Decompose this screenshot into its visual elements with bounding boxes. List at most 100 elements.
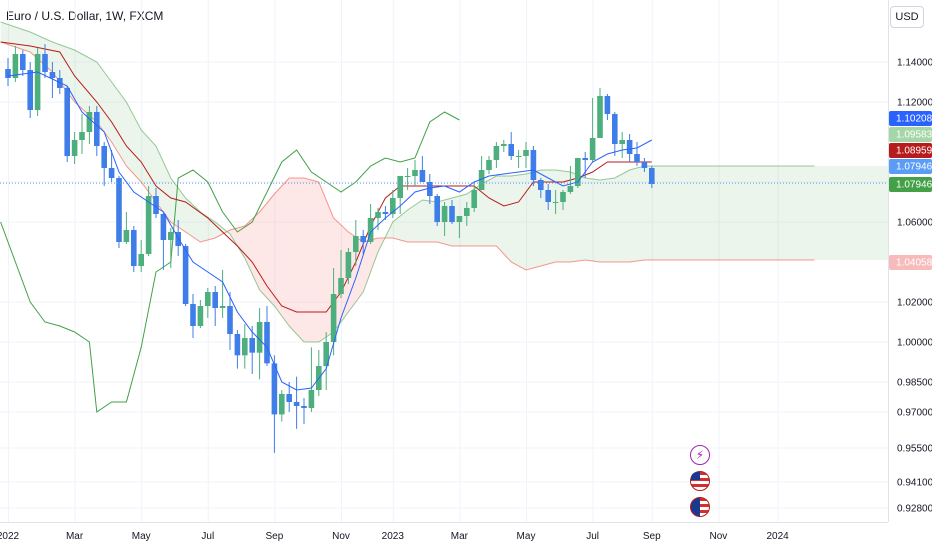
candle-body <box>131 230 137 266</box>
candle-body <box>49 72 56 78</box>
y-tick-label: 1.12000 <box>897 98 932 109</box>
price-tag <box>889 255 932 270</box>
currency-button[interactable]: USD <box>890 6 924 28</box>
y-tick-label: 1.06000 <box>897 218 932 229</box>
price-tag <box>889 111 932 126</box>
x-tick-label: 2023 <box>382 531 405 542</box>
candle-body <box>367 218 374 242</box>
symbol-title: Euro / U.S. Dollar, 1W, FXCM <box>6 9 164 23</box>
price-tag <box>889 127 932 142</box>
candle-body <box>219 306 226 308</box>
candle-body <box>434 196 440 222</box>
y-tick-label: 1.02000 <box>897 298 932 309</box>
candle-body <box>197 306 204 326</box>
candle-body <box>545 190 551 202</box>
candle-body <box>404 176 411 177</box>
x-tick-label: 2024 <box>766 531 789 542</box>
ichimoku-cloud <box>0 22 227 242</box>
candle-body <box>256 322 263 353</box>
candle-body <box>286 394 292 402</box>
price-tag <box>889 177 932 192</box>
candle-body <box>464 208 470 216</box>
candle-body <box>293 402 300 406</box>
x-tick-label: Jul <box>586 531 599 542</box>
candle-body <box>449 206 455 222</box>
candle-body <box>12 54 19 78</box>
candle-body <box>101 146 107 168</box>
candle-body <box>390 198 396 214</box>
candle-body <box>478 170 485 190</box>
candle-body <box>182 246 189 304</box>
eu-us-flag-icon[interactable] <box>690 497 710 517</box>
ichimoku-cloud <box>385 166 645 270</box>
lightning-icon[interactable]: ⚡ <box>690 445 710 465</box>
candle-body <box>264 322 270 364</box>
y-tick-label: 0.95500 <box>897 444 932 455</box>
price-tag <box>889 143 932 158</box>
candle-body <box>560 192 566 202</box>
chikou-span-line <box>0 111 460 413</box>
x-tick-label: Nov <box>332 531 350 542</box>
candle-body <box>212 292 218 308</box>
y-tick-label: 0.94100 <box>897 478 932 489</box>
candle-body <box>27 70 33 110</box>
x-tick-label: May <box>132 531 151 542</box>
candle-body <box>612 114 618 144</box>
candle-body <box>501 144 507 146</box>
y-tick-label: 1.00000 <box>897 338 932 349</box>
candle-body <box>523 150 529 156</box>
candle-body <box>634 154 640 162</box>
candle-body <box>94 112 100 146</box>
senkou-span-a-line <box>0 21 815 343</box>
candle-body <box>338 278 344 294</box>
candle-body <box>301 406 307 408</box>
candle-body <box>604 96 611 114</box>
candle-body <box>323 342 329 366</box>
candle-body <box>597 96 603 138</box>
candle-body <box>626 140 633 154</box>
candle-body <box>493 146 500 160</box>
candle-body <box>42 54 48 72</box>
candle-body <box>160 214 167 240</box>
senkou-span-b-line <box>0 41 815 271</box>
candle-body <box>441 206 448 222</box>
candle-body <box>116 178 122 242</box>
candle-body <box>279 394 285 415</box>
candle-body <box>227 306 233 334</box>
candle-body <box>168 232 174 240</box>
candle-body <box>575 158 581 186</box>
tenkan-sen-line <box>7 71 653 391</box>
candle-body <box>64 88 70 156</box>
candle-body <box>641 162 648 168</box>
candle-body <box>330 294 337 342</box>
candle-body <box>589 138 596 160</box>
price-tag-label: 1.04058 <box>896 258 932 269</box>
ichimoku-cloud-extension <box>644 166 888 260</box>
candle-body <box>145 196 152 254</box>
price-tag-label: 1.07946 <box>896 180 932 191</box>
candle-body <box>508 144 514 156</box>
candle-body <box>308 390 315 408</box>
price-tag-label: 1.09583 <box>896 130 932 141</box>
candle-body <box>242 338 248 356</box>
candle-body <box>153 196 159 214</box>
candle-body <box>530 150 537 180</box>
candle-body <box>249 338 255 353</box>
candle-body <box>649 168 655 184</box>
x-tick-label: Sep <box>643 531 661 542</box>
candle-body <box>190 304 196 326</box>
candle-body <box>375 212 381 218</box>
y-tick-label: 0.92800 <box>897 504 932 515</box>
x-tick-label: Nov <box>710 531 728 542</box>
candle-body <box>5 69 11 78</box>
us-flag-icon[interactable] <box>690 471 710 491</box>
candle-body <box>345 252 352 278</box>
price-tag-label: 1.08959 <box>896 146 932 157</box>
x-tick-label: Mar <box>451 531 469 542</box>
candle-body <box>20 54 26 70</box>
candle-body <box>234 334 241 356</box>
x-tick-label: Sep <box>266 531 284 542</box>
candle-body <box>123 230 130 242</box>
candle-body <box>34 54 41 110</box>
